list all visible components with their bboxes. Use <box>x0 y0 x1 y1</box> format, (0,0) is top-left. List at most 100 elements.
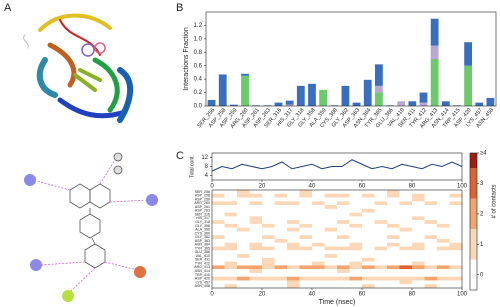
heatmap-cell <box>237 212 250 217</box>
heatmap-cell <box>362 261 375 266</box>
heatmap-cell <box>449 235 463 240</box>
y-tick-label: 0.0 <box>194 104 203 110</box>
heatmap-cell <box>362 265 375 270</box>
heatmap-cell <box>212 250 225 255</box>
heatmap-cell <box>287 239 300 243</box>
heatmap-cell <box>299 254 313 258</box>
heatmap-cell <box>399 239 413 243</box>
heatmap-cell <box>262 284 275 289</box>
heatmap-cell <box>424 272 438 277</box>
heatmap-cell <box>212 197 225 202</box>
heatmap-cell <box>387 257 400 262</box>
colorbar-segment <box>470 168 477 199</box>
heatmap-cell <box>349 280 363 285</box>
heatmap-cell <box>374 235 388 240</box>
heatmap-cell <box>337 197 350 202</box>
heatmap-cell <box>237 239 250 243</box>
heatmap-cell <box>387 246 400 251</box>
heatmap-cell <box>249 265 263 270</box>
heatmap-cell <box>362 216 375 221</box>
heatmap-cell <box>274 205 288 209</box>
heatmap-cell <box>262 250 275 255</box>
heatmap-cell <box>262 231 275 236</box>
heatmap-cell <box>249 254 263 258</box>
heatmap-cell <box>437 223 450 228</box>
heatmap-cell <box>424 212 438 217</box>
heatmap-cell <box>224 269 238 274</box>
protein-structure <box>23 13 134 123</box>
heatmap-cell <box>237 197 250 202</box>
heatmap-cell <box>337 246 350 251</box>
heatmap-cell <box>362 257 375 262</box>
x-tick-label: 60 <box>359 292 366 298</box>
y-axis-label: Total cont. <box>189 155 195 178</box>
heatmap-cell <box>237 257 250 262</box>
heatmap-cell <box>349 284 363 289</box>
heatmap-cell <box>449 284 463 289</box>
heatmap-cell <box>449 246 463 251</box>
y-tick-label: 12 <box>201 155 208 161</box>
bar-segment <box>285 100 294 105</box>
heatmap-cell <box>399 272 413 277</box>
heatmap-cell <box>437 269 450 274</box>
heatmap-cell <box>387 272 400 277</box>
heatmap-cell <box>262 201 275 206</box>
heatmap-cell <box>437 227 450 232</box>
heatmap-cell <box>237 272 250 277</box>
heatmap-cell <box>362 197 375 202</box>
y-tick-label: 0.8 <box>194 50 203 56</box>
heatmap-cell <box>437 205 450 209</box>
heatmap-cell <box>399 208 413 213</box>
heatmap-cell <box>274 216 288 221</box>
heatmap-cell <box>374 265 388 270</box>
heatmap-cell <box>324 242 338 247</box>
heatmap-cell <box>349 254 363 258</box>
heatmap-cell <box>249 239 263 243</box>
heatmap-cell <box>424 265 438 270</box>
colorbar-tick-label: ≥4 <box>480 151 487 157</box>
bar-segment <box>397 101 406 106</box>
heatmap-cell <box>349 246 363 251</box>
heatmap-cell <box>249 246 263 251</box>
heatmap-cell <box>449 216 463 221</box>
bar-segment <box>386 105 394 106</box>
heatmap-cell <box>224 276 238 281</box>
heatmap-cell <box>237 250 250 255</box>
heatmap-cell <box>349 257 363 262</box>
heatmap-cell <box>312 261 325 266</box>
row-label: ASP_263 <box>195 209 210 213</box>
y-tick-label: 4 <box>205 173 209 179</box>
heatmap-cell <box>424 280 438 285</box>
heatmap-cell <box>274 190 288 194</box>
heatmap-cell <box>249 276 263 281</box>
heatmap-cell <box>249 193 263 198</box>
bar-segment <box>241 73 249 76</box>
x-tick-label: 40 <box>309 184 316 190</box>
heatmap-cell <box>362 254 375 258</box>
heatmap-cell <box>374 239 388 243</box>
heatmap-cell <box>312 216 325 221</box>
heatmap-cell <box>412 239 425 243</box>
heatmap-cell <box>312 276 325 281</box>
heatmap-cell <box>299 197 313 202</box>
heatmap-cell <box>399 250 413 255</box>
heatmap-cell <box>324 208 338 213</box>
y-tick-label: 1.0 <box>194 36 203 42</box>
heatmap-cell <box>449 227 463 232</box>
heatmap-cell <box>212 242 225 247</box>
heatmap-cell <box>287 231 300 236</box>
colorbar-frame <box>469 152 478 291</box>
heatmap-cell <box>337 272 350 277</box>
heatmap-cell <box>312 208 325 213</box>
heatmap-cell <box>324 272 338 277</box>
heatmap-cell <box>249 197 263 202</box>
heatmap-cell <box>399 205 413 209</box>
heatmap-cell <box>362 227 375 232</box>
heatmap-cell <box>274 239 288 243</box>
heatmap-cell <box>287 254 300 258</box>
heatmap-cell <box>424 193 438 198</box>
heatmap-cell <box>262 216 275 221</box>
heatmap-cell <box>212 208 225 213</box>
heatmap-cell <box>274 242 288 247</box>
